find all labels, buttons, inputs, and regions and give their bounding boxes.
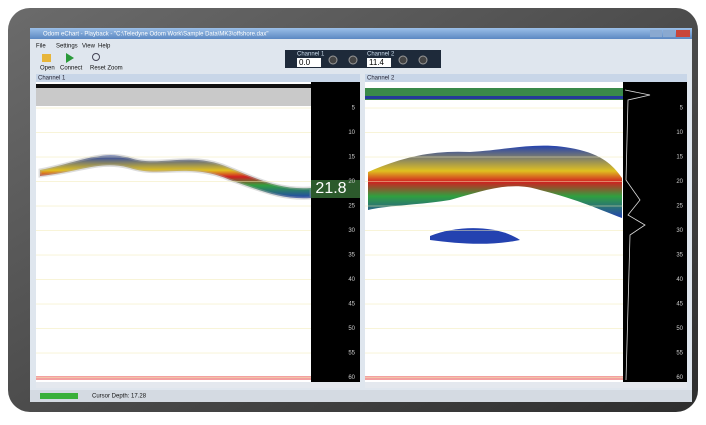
- depth-label: 20: [676, 179, 683, 185]
- depth-label: 50: [676, 326, 683, 332]
- depth-label: 5: [352, 106, 356, 112]
- gain-knob[interactable]: [398, 55, 408, 65]
- amplitude-trace: [624, 89, 651, 381]
- menu-item[interactable]: Help: [98, 44, 111, 50]
- echogram: [36, 82, 311, 382]
- status-bar: [30, 390, 692, 402]
- status-text: Cursor Depth: 17.28: [92, 394, 147, 400]
- gain-knob[interactable]: [328, 55, 338, 65]
- surface-noise: [36, 88, 311, 106]
- scrollbar[interactable]: [365, 382, 687, 388]
- depth-label: 40: [348, 277, 355, 283]
- depth-label: 45: [676, 302, 683, 308]
- pane-header: [36, 74, 360, 82]
- toolbar-button[interactable]: Connect: [60, 66, 83, 72]
- menu-item[interactable]: View: [82, 44, 96, 50]
- depth-label: 35: [348, 253, 355, 259]
- cursor-band: [311, 180, 360, 198]
- open-icon: [42, 54, 51, 62]
- zoom-icon: [92, 53, 100, 61]
- depth-label: 25: [348, 204, 355, 210]
- pane-title: Channel 2: [367, 76, 395, 82]
- depth-label: 20: [348, 179, 355, 185]
- depth-label: 60: [348, 375, 355, 381]
- bottom-marker: [365, 376, 623, 380]
- readout-label: Channel 1: [297, 52, 325, 58]
- minimize-button[interactable]: [650, 30, 662, 37]
- depth-label: 55: [348, 351, 355, 357]
- readout-value: 0.0: [299, 58, 311, 67]
- depth-label: 35: [676, 253, 683, 259]
- depth-label: 5: [680, 106, 684, 112]
- depth-label: 50: [348, 326, 355, 332]
- depth-label: 30: [676, 228, 683, 234]
- depth-label: 15: [348, 155, 355, 161]
- depth-label: 45: [348, 302, 355, 308]
- depth-scale: [623, 82, 687, 382]
- depth-label: 10: [676, 130, 683, 136]
- depth-label: 15: [676, 155, 683, 161]
- bottom-marker: [36, 376, 311, 380]
- scrollbar[interactable]: [36, 382, 360, 388]
- depth-label: 40: [676, 277, 683, 283]
- readout-box: [367, 58, 391, 67]
- readout-box: [297, 58, 321, 67]
- close-button[interactable]: [676, 30, 690, 37]
- depth-label: 25: [676, 204, 683, 210]
- depth-label: 60: [676, 375, 683, 381]
- pane-header: [365, 74, 687, 82]
- readout-label: Channel 2: [367, 52, 395, 58]
- seabed-return: [368, 145, 622, 218]
- surface-return: [365, 96, 623, 99]
- depth-label: 55: [676, 351, 683, 357]
- surface-line: [36, 84, 311, 88]
- cursor-depth-readout: 21.8: [315, 180, 346, 197]
- gain-knob[interactable]: [348, 55, 358, 65]
- toolbar-button[interactable]: Reset Zoom: [90, 66, 123, 72]
- depth-label: 30: [348, 228, 355, 234]
- progress-bar: [40, 393, 78, 399]
- depth-label: 10: [348, 130, 355, 136]
- depth-scale: [311, 82, 360, 382]
- menu-item[interactable]: Settings: [56, 44, 78, 50]
- pane-title: Channel 1: [38, 76, 66, 82]
- gain-knob[interactable]: [418, 55, 428, 65]
- title-bar: [30, 28, 692, 39]
- window-title: Odom eChart - Playback - "C:\Teledyne Od…: [43, 32, 268, 38]
- menu-item[interactable]: File: [36, 44, 46, 50]
- toolbar-button[interactable]: Open: [40, 66, 55, 72]
- connect-icon: [66, 53, 74, 63]
- maximize-button[interactable]: [663, 30, 675, 37]
- readout-value: 11.4: [369, 58, 385, 67]
- sub-bottom-return: [430, 228, 520, 244]
